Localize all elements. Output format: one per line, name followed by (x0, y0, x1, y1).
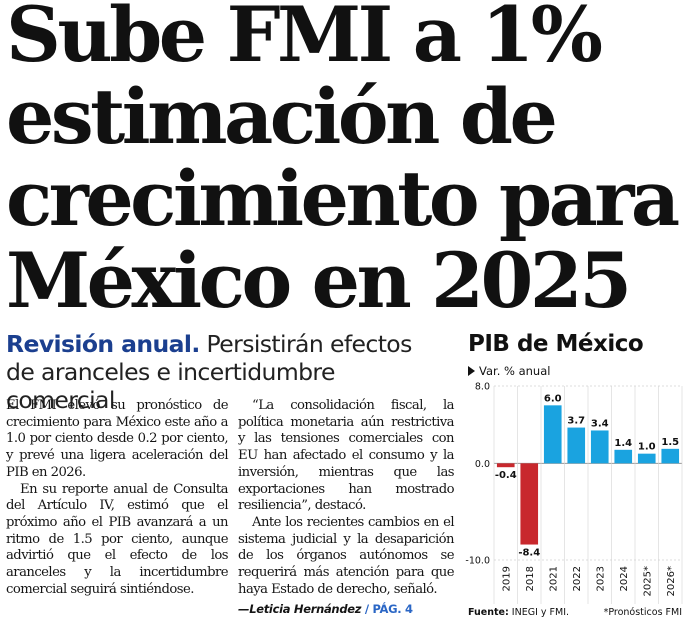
chart-title: PIB de México (468, 331, 644, 357)
bar (614, 449, 633, 464)
deck-text: Persistirán efectos de aranceles e incer… (6, 330, 412, 414)
y-tick-label: -10.0 (465, 556, 490, 567)
x-tick-label: 2019 (501, 566, 512, 591)
article-column-1: El FMI elevó su pronóstico de crecimient… (6, 398, 229, 598)
bar (590, 430, 609, 464)
headline-line: México en 2025 (6, 236, 632, 325)
bar (496, 463, 515, 468)
bar (637, 453, 656, 464)
x-tick-label: 2018 (525, 566, 536, 591)
article-paragraph: “La consolidación fiscal, la política mo… (238, 398, 455, 514)
x-tick-label: 2023 (595, 566, 606, 591)
x-tick-label: 2026* (666, 566, 677, 596)
data-label: 1.4 (614, 438, 632, 449)
bar (543, 405, 562, 464)
x-tick-label: 2022 (572, 566, 583, 591)
chart-note: *Pronósticos FMI (603, 607, 682, 618)
data-label: 6.0 (544, 393, 562, 404)
x-tick-label: 2025* (642, 566, 653, 596)
page-reference: / PÁG. 4 (361, 602, 413, 617)
data-label: 3.4 (591, 418, 609, 429)
data-label: -8.4 (518, 548, 540, 559)
y-tick-label: 8.0 (475, 382, 490, 393)
data-label: 1.5 (661, 437, 679, 448)
chart-source: Fuente: INEGI y FMI. (468, 607, 569, 618)
chart-subtitle: Var. % anual (468, 364, 550, 378)
article-paragraph: Ante los recientes cambios en el sistema… (238, 514, 455, 597)
x-tick-label: 2021 (548, 566, 559, 591)
data-label: 3.7 (567, 416, 585, 427)
gdp-bar-chart: 8.0 0.0 -10.0 -0.4 2019 -8.4 2018 6.0 2021 3.7 202… (465, 382, 683, 604)
headline-line: crecimiento para (6, 154, 680, 243)
headline-line: Sube FMI a 1% (6, 0, 603, 79)
chart-subtitle-text: Var. % anual (479, 364, 551, 378)
bar (661, 448, 680, 464)
data-label: -0.4 (495, 470, 517, 481)
headline-line: estimación de (6, 72, 558, 161)
byline-author: —Leticia Hernández (238, 602, 362, 617)
triangle-bullet-icon (468, 366, 475, 376)
data-label: 1.0 (638, 442, 656, 453)
deck: Revisión anual. Persistirán efectos de a… (6, 330, 446, 414)
article-column-2: “La consolidación fiscal, la política mo… (238, 398, 455, 618)
article-paragraph: En su reporte anual de Consulta del Artí… (6, 481, 229, 597)
bar (520, 463, 539, 545)
y-tick-label: 0.0 (475, 459, 490, 470)
article-paragraph: El FMI elevó su pronóstico de crecimient… (6, 398, 229, 480)
source-text: INEGI y FMI. (508, 607, 570, 618)
source-label: Fuente: (468, 607, 509, 618)
deck-lead: Revisión anual. (6, 330, 200, 358)
byline: —Leticia Hernández / PÁG. 4 (238, 601, 454, 618)
headline: Sube FMI a 1% estimación de crecimiento … (6, 0, 686, 322)
x-tick-label: 2024 (619, 566, 630, 591)
bar (567, 427, 586, 464)
